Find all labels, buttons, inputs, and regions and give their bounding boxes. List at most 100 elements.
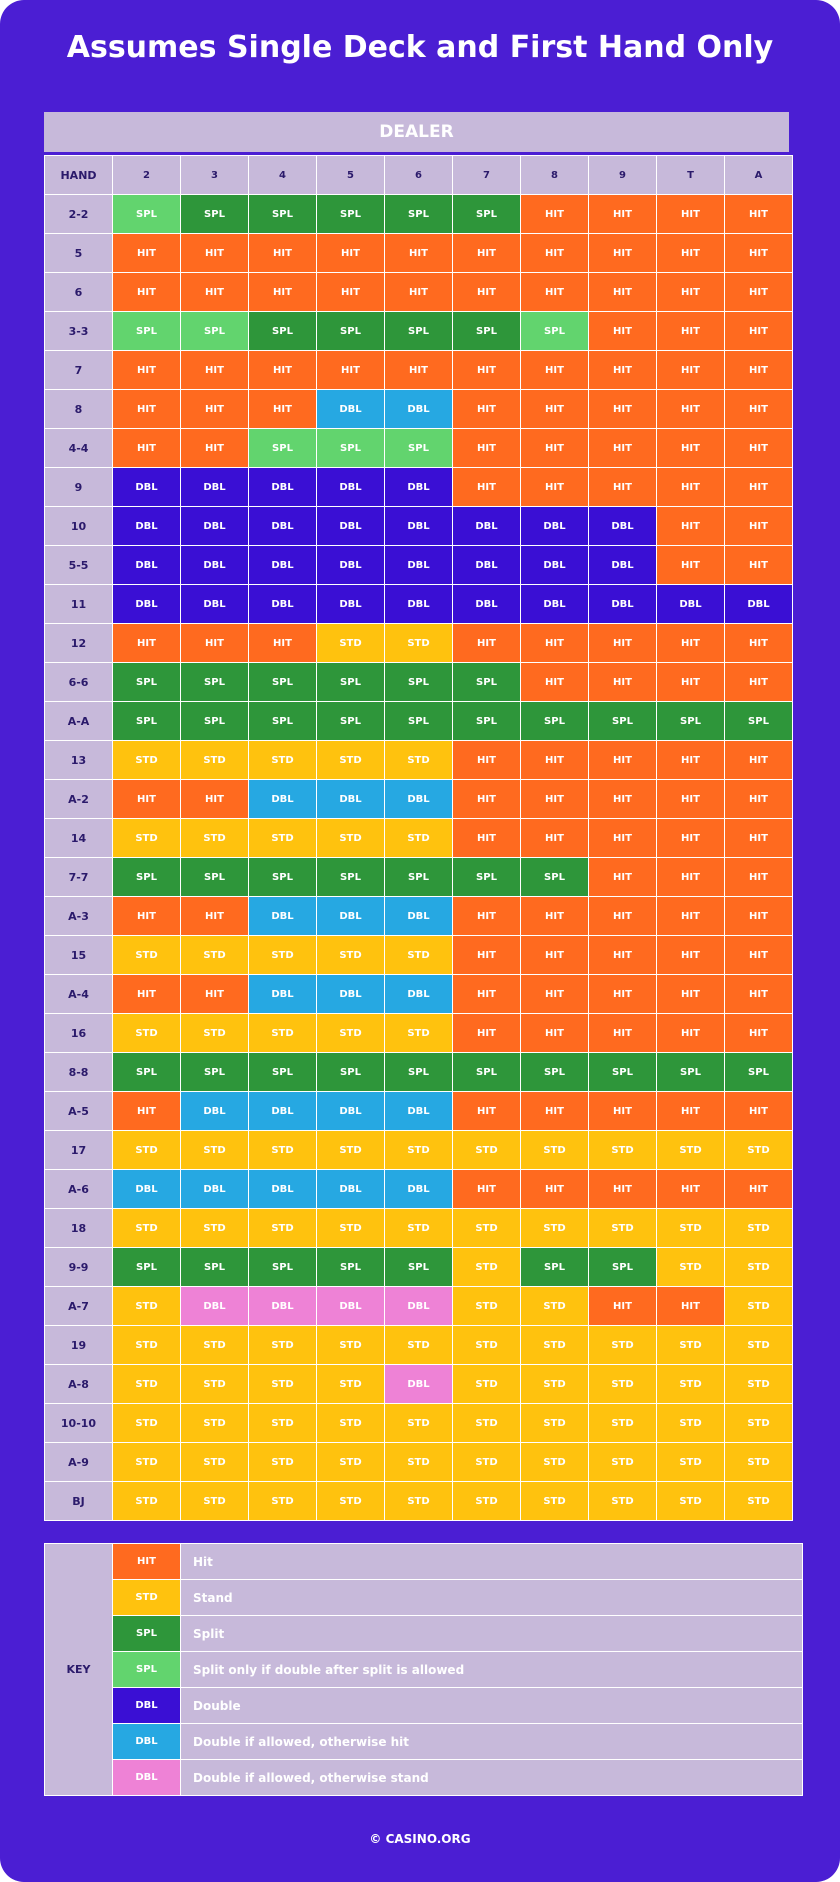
action-cell: HIT — [452, 272, 521, 312]
action-cell: HIT — [520, 389, 589, 429]
action-cell: SPL — [724, 1052, 793, 1092]
hand-label: 16 — [44, 1013, 113, 1053]
key-swatch: STD — [112, 1579, 181, 1616]
action-cell: DBL — [656, 584, 725, 624]
action-cell: HIT — [520, 1013, 589, 1053]
action-cell: SPL — [656, 1052, 725, 1092]
action-cell: HIT — [724, 740, 793, 780]
action-cell: SPL — [452, 662, 521, 702]
action-cell: SPL — [452, 194, 521, 234]
action-cell: HIT — [452, 350, 521, 390]
table-row: 19 STD STD STD STD STD STD STD STD STD STD — [44, 1325, 793, 1365]
page-title: Assumes Single Deck and First Hand Only — [66, 30, 774, 65]
action-cell: DBL — [316, 467, 385, 507]
action-cell: HIT — [452, 233, 521, 273]
action-cell: HIT — [588, 1091, 657, 1131]
footer-copyright: © CASINO.ORG — [369, 1832, 471, 1846]
action-cell: STD — [724, 1247, 793, 1287]
action-cell: STD — [248, 1325, 317, 1365]
action-cell: HIT — [248, 272, 317, 312]
action-cell: STD — [316, 1208, 385, 1248]
hand-label: 7 — [44, 350, 113, 390]
action-cell: SPL — [316, 701, 385, 741]
action-cell: DBL — [248, 1169, 317, 1209]
action-cell: HIT — [180, 389, 249, 429]
dealer-card-header: 3 — [180, 155, 249, 195]
action-cell: DBL — [180, 545, 249, 585]
action-cell: HIT — [724, 467, 793, 507]
action-cell: DBL — [384, 545, 453, 585]
action-cell: STD — [724, 1325, 793, 1365]
action-cell: HIT — [588, 623, 657, 663]
action-cell: HIT — [724, 818, 793, 858]
action-cell: HIT — [520, 818, 589, 858]
action-cell: STD — [248, 740, 317, 780]
action-cell: SPL — [452, 701, 521, 741]
action-cell: STD — [588, 1208, 657, 1248]
action-cell: SPL — [248, 857, 317, 897]
action-cell: DBL — [316, 545, 385, 585]
action-cell: HIT — [452, 1091, 521, 1131]
action-cell: HIT — [588, 467, 657, 507]
action-cell: HIT — [316, 272, 385, 312]
table-row: 17 STD STD STD STD STD STD STD STD STD STD — [44, 1130, 793, 1170]
action-cell: STD — [452, 1247, 521, 1287]
action-cell: STD — [180, 1208, 249, 1248]
action-cell: HIT — [520, 194, 589, 234]
action-cell: SPL — [316, 1052, 385, 1092]
table-row: 7-7 SPL SPL SPL SPL SPL SPL SPL HIT HIT HIT — [44, 857, 793, 897]
table-row: 10 DBL DBL DBL DBL DBL DBL DBL DBL HIT HIT — [44, 506, 793, 546]
action-cell: HIT — [656, 1091, 725, 1131]
action-cell: HIT — [724, 779, 793, 819]
action-cell: HIT — [724, 233, 793, 273]
key-swatch: SPL — [112, 1651, 181, 1688]
action-cell: SPL — [316, 857, 385, 897]
action-cell: HIT — [724, 389, 793, 429]
action-cell: STD — [452, 1208, 521, 1248]
action-cell: SPL — [384, 194, 453, 234]
table-row: A-3 HIT HIT DBL DBL DBL HIT HIT HIT HIT HIT — [44, 896, 793, 936]
action-cell: STD — [588, 1481, 657, 1521]
action-cell: STD — [724, 1364, 793, 1404]
action-cell: HIT — [588, 350, 657, 390]
action-cell: HIT — [384, 272, 453, 312]
table-row: 14 STD STD STD STD STD HIT HIT HIT HIT HIT — [44, 818, 793, 858]
hand-label: 5 — [44, 233, 113, 273]
action-cell: HIT — [588, 428, 657, 468]
action-cell: STD — [316, 1364, 385, 1404]
key-table: KEY HIT Hit STD Stand SPL Split SPL Split only i… — [44, 1543, 803, 1796]
hand-label: 15 — [44, 935, 113, 975]
dealer-card-header: 4 — [248, 155, 317, 195]
action-cell: DBL — [384, 1286, 453, 1326]
action-cell: STD — [520, 1364, 589, 1404]
action-cell: HIT — [112, 974, 181, 1014]
action-cell: SPL — [588, 1052, 657, 1092]
strategy-table: HAND 2 3 4 5 6 7 8 9 T A 2-2 SPL SPL SPL SPL SPL SPL HIT HI… — [44, 155, 793, 1521]
key-description: Stand — [180, 1579, 803, 1616]
action-cell: HIT — [656, 194, 725, 234]
action-cell: STD — [656, 1403, 725, 1443]
action-cell: HIT — [656, 1286, 725, 1326]
action-cell: SPL — [520, 1052, 589, 1092]
action-cell: HIT — [452, 623, 521, 663]
action-cell: STD — [248, 1208, 317, 1248]
action-cell: HIT — [656, 857, 725, 897]
table-row: 5-5 DBL DBL DBL DBL DBL DBL DBL DBL HIT HIT — [44, 545, 793, 585]
action-cell: HIT — [112, 428, 181, 468]
action-cell: HIT — [180, 272, 249, 312]
action-cell: STD — [724, 1481, 793, 1521]
action-cell: HIT — [112, 350, 181, 390]
action-cell: STD — [112, 818, 181, 858]
action-cell: STD — [452, 1364, 521, 1404]
action-cell: SPL — [384, 662, 453, 702]
key-row: KEY HIT Hit — [44, 1543, 803, 1796]
action-cell: HIT — [180, 974, 249, 1014]
action-cell: STD — [112, 1208, 181, 1248]
action-cell: SPL — [248, 311, 317, 351]
action-cell: SPL — [452, 1052, 521, 1092]
key-swatch: DBL — [112, 1723, 181, 1760]
action-cell: HIT — [656, 818, 725, 858]
action-cell: HIT — [248, 233, 317, 273]
action-cell: SPL — [112, 1052, 181, 1092]
action-cell: STD — [316, 623, 385, 663]
